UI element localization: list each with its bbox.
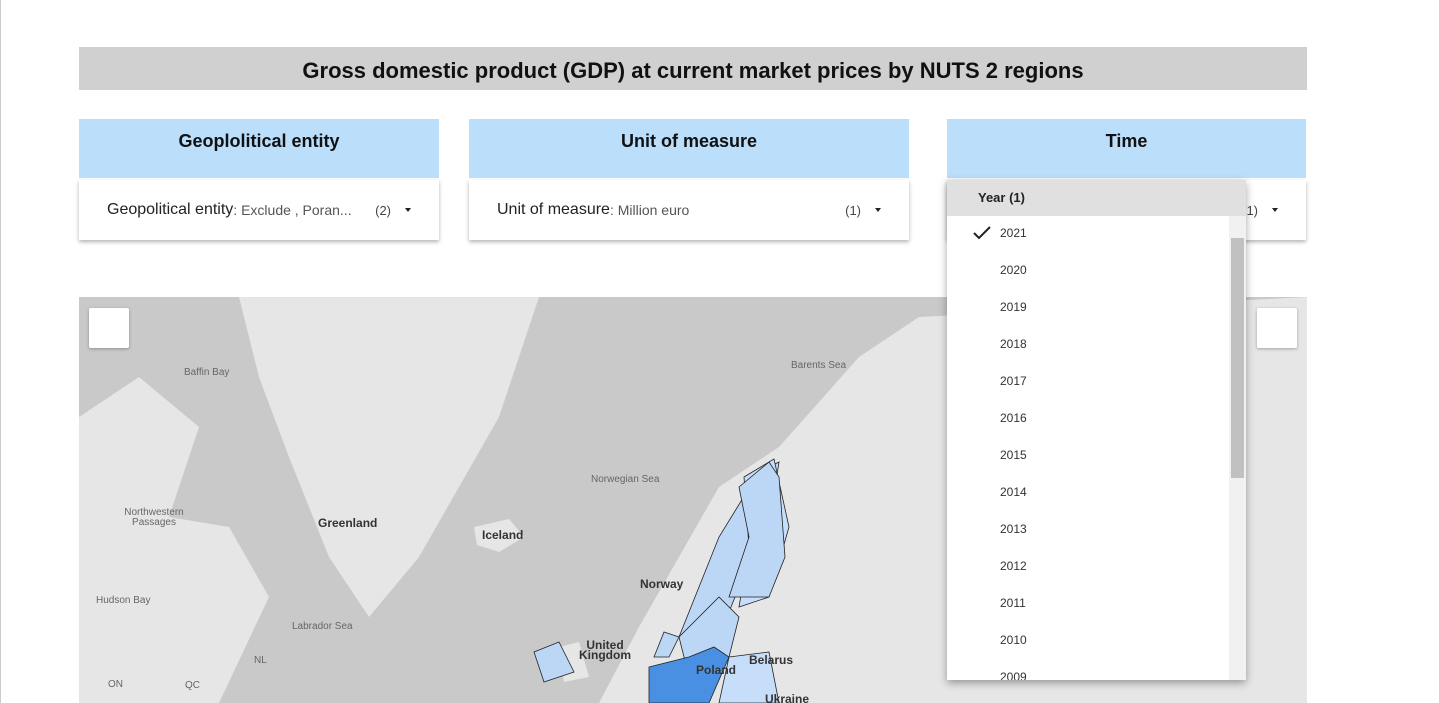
year-option[interactable]: 2015: [947, 438, 1246, 475]
year-option[interactable]: 2021: [947, 216, 1246, 253]
dropdown-header: Year (1): [947, 180, 1246, 216]
map-label: Norway: [640, 577, 684, 591]
year-option[interactable]: 2013: [947, 512, 1246, 549]
map-label: Belarus: [749, 653, 794, 667]
map-label: ON: [108, 679, 123, 690]
year-label: 2018: [1000, 337, 1027, 351]
year-option[interactable]: 2012: [947, 549, 1246, 586]
year-option[interactable]: 2014: [947, 475, 1246, 512]
year-option[interactable]: 2017: [947, 364, 1246, 401]
filter-sep: :: [609, 202, 618, 218]
dropdown-caret: [1272, 208, 1278, 212]
land: [474, 519, 524, 552]
map-label: Northwestern Passages: [124, 507, 184, 528]
year-label: 2019: [1000, 300, 1027, 314]
year-label: 2021: [1000, 226, 1027, 240]
map-label: Baffin Bay: [184, 367, 230, 378]
land: [239, 297, 539, 617]
year-label: 2011: [1000, 596, 1026, 610]
map-label: Hudson Bay: [96, 595, 151, 606]
year-option[interactable]: 2016: [947, 401, 1246, 438]
map-label: Poland: [696, 663, 737, 677]
filter-value: Million euro: [617, 202, 690, 218]
region: [744, 457, 754, 462]
map-label: QC: [185, 680, 200, 691]
map-label: United Kingdom: [579, 638, 631, 662]
filter-count: (1): [1242, 202, 1258, 218]
year-label: 2020: [1000, 263, 1027, 277]
region: [533, 641, 575, 683]
year-option[interactable]: 2018: [947, 327, 1246, 364]
year-label: 2017: [1000, 374, 1027, 388]
map-label: Barents Sea: [791, 360, 847, 371]
filter-heading: Time: [947, 119, 1306, 178]
map-label: Norwegian Sea: [591, 474, 660, 485]
map-label: Iceland: [482, 528, 524, 542]
dropdown-caret: [405, 208, 411, 212]
filter-value: Exclude , Poran...: [241, 202, 352, 218]
year-label: 2012: [1000, 559, 1027, 573]
land: [79, 377, 269, 703]
map-label: Greenland: [318, 516, 378, 530]
filter-control[interactable]: Geopolitical entity: Exclude , Poran... …: [79, 180, 439, 240]
region: [728, 461, 786, 598]
year-label: 2016: [1000, 411, 1027, 425]
check-mark: [973, 226, 991, 240]
year-option[interactable]: 2010: [947, 623, 1246, 660]
year-option[interactable]: 2009: [947, 660, 1246, 680]
dropdown-list: 2021 2020 2019 2018 2017 2016 2015 2014 2013 2012…: [947, 216, 1246, 680]
map-label: NL: [254, 655, 267, 666]
filter-count: (2): [375, 202, 391, 218]
region: [653, 631, 680, 658]
map-label: Labrador Sea: [292, 621, 353, 632]
filter-control[interactable]: Unit of measure: Million euro (1): [469, 180, 909, 240]
filter-label: Unit of measure: [497, 201, 610, 218]
report-title: Gross domestic product (GDP) at current …: [79, 47, 1307, 90]
year-label: 2015: [1000, 448, 1027, 462]
dropdown-caret: [875, 208, 881, 212]
filter-heading: Unit of measure: [469, 119, 909, 178]
year-label: 2009: [1000, 670, 1027, 680]
scrollbar-thumb[interactable]: [1231, 238, 1244, 478]
year-label: 2014: [1000, 485, 1027, 499]
year-label: 2013: [1000, 522, 1027, 536]
filter-label: Geopolitical entity: [107, 201, 234, 218]
year-dropdown: Year (1) 2021 2020 2019 2018 2017 2016 2015 201…: [947, 180, 1246, 680]
filter-heading: Geoplolitical entity: [79, 119, 439, 178]
filter-count: (1): [845, 202, 861, 218]
scrollbar[interactable]: [1229, 216, 1246, 680]
locate-button[interactable]: [89, 308, 129, 348]
year-option[interactable]: 2020: [947, 253, 1246, 290]
year-option[interactable]: 2011: [947, 586, 1246, 623]
fullscreen-button[interactable]: [1257, 308, 1297, 348]
filter-sep: :: [233, 202, 242, 218]
year-label: 2010: [1000, 633, 1027, 647]
region: [718, 651, 780, 703]
year-option[interactable]: 2019: [947, 290, 1246, 327]
map-label: Ukraine: [765, 692, 810, 703]
